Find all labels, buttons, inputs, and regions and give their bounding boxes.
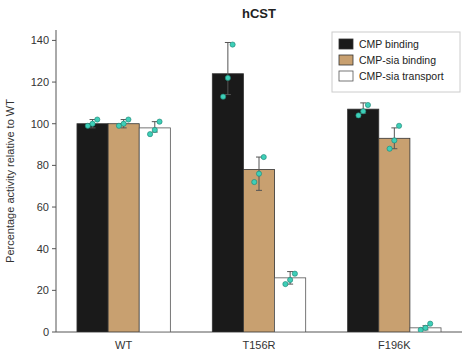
legend-label: CMP-sia binding [359, 54, 436, 66]
title: hCST [242, 6, 276, 21]
y-tick-label: 60 [37, 201, 49, 213]
data-point [365, 102, 370, 107]
data-point [361, 109, 366, 114]
x-tick-label: T156R [242, 339, 275, 351]
data-point [396, 123, 401, 128]
data-point [423, 325, 428, 330]
data-point [292, 271, 297, 276]
data-point [126, 117, 131, 122]
y-tick-label: 40 [37, 243, 49, 255]
data-point [261, 154, 266, 159]
data-point [256, 171, 261, 176]
legend-swatch [339, 71, 353, 81]
data-point [147, 132, 152, 137]
bar [243, 170, 274, 332]
data-point [221, 94, 226, 99]
error-bar [422, 326, 428, 330]
legend-swatch [339, 39, 353, 49]
error-bar [391, 128, 397, 149]
data-point [157, 119, 162, 124]
data-point [230, 42, 235, 47]
data-point [418, 327, 423, 332]
y-axis [56, 30, 57, 332]
legend: CMP binding CMP-sia binding CMP-sia transp… [332, 32, 460, 92]
data-point [392, 138, 397, 143]
data-point [225, 75, 230, 80]
y-tick [52, 332, 56, 333]
error-bar [152, 122, 158, 132]
bar [275, 278, 306, 332]
data-point [252, 179, 257, 184]
y-tick-label: 20 [37, 284, 49, 296]
y-tick [52, 82, 56, 83]
y-tick-label: 120 [31, 76, 49, 88]
bar [77, 124, 108, 332]
y-tick [52, 290, 56, 291]
y-tick [52, 165, 56, 166]
x-tick-label: F196K [378, 339, 411, 351]
legend-swatch [339, 55, 353, 65]
data-point [116, 123, 121, 128]
data-point [85, 123, 90, 128]
data-point [428, 321, 433, 326]
data-point [387, 146, 392, 151]
bar [379, 138, 410, 332]
y-tick [52, 40, 56, 41]
y-tick-label: 140 [31, 34, 49, 46]
data-point [283, 281, 288, 286]
legend-box [332, 32, 460, 92]
y-tick-label: 80 [37, 159, 49, 171]
error-bar [256, 157, 262, 190]
bar [139, 128, 170, 332]
data-point [95, 117, 100, 122]
data-point [152, 127, 157, 132]
y-tick-label: 100 [31, 118, 49, 130]
data-point [288, 277, 293, 282]
y-tick [52, 248, 56, 249]
bar [348, 109, 379, 332]
y-axis-label: Percentage activity relative to WT [4, 99, 16, 263]
legend-label: CMP-sia transport [359, 70, 444, 82]
y-tick [52, 123, 56, 124]
data-point [90, 121, 95, 126]
y-tick-label: 0 [43, 326, 49, 338]
x-tick-label: WT [115, 339, 132, 351]
bar [108, 124, 139, 332]
data-point [121, 121, 126, 126]
error-bar [225, 42, 231, 94]
bar [212, 74, 243, 332]
data-point [356, 113, 361, 118]
y-tick [52, 207, 56, 208]
chart: hCST Percentage activity relative to WT 0 2… [0, 0, 474, 362]
legend-label: CMP binding [359, 38, 419, 50]
